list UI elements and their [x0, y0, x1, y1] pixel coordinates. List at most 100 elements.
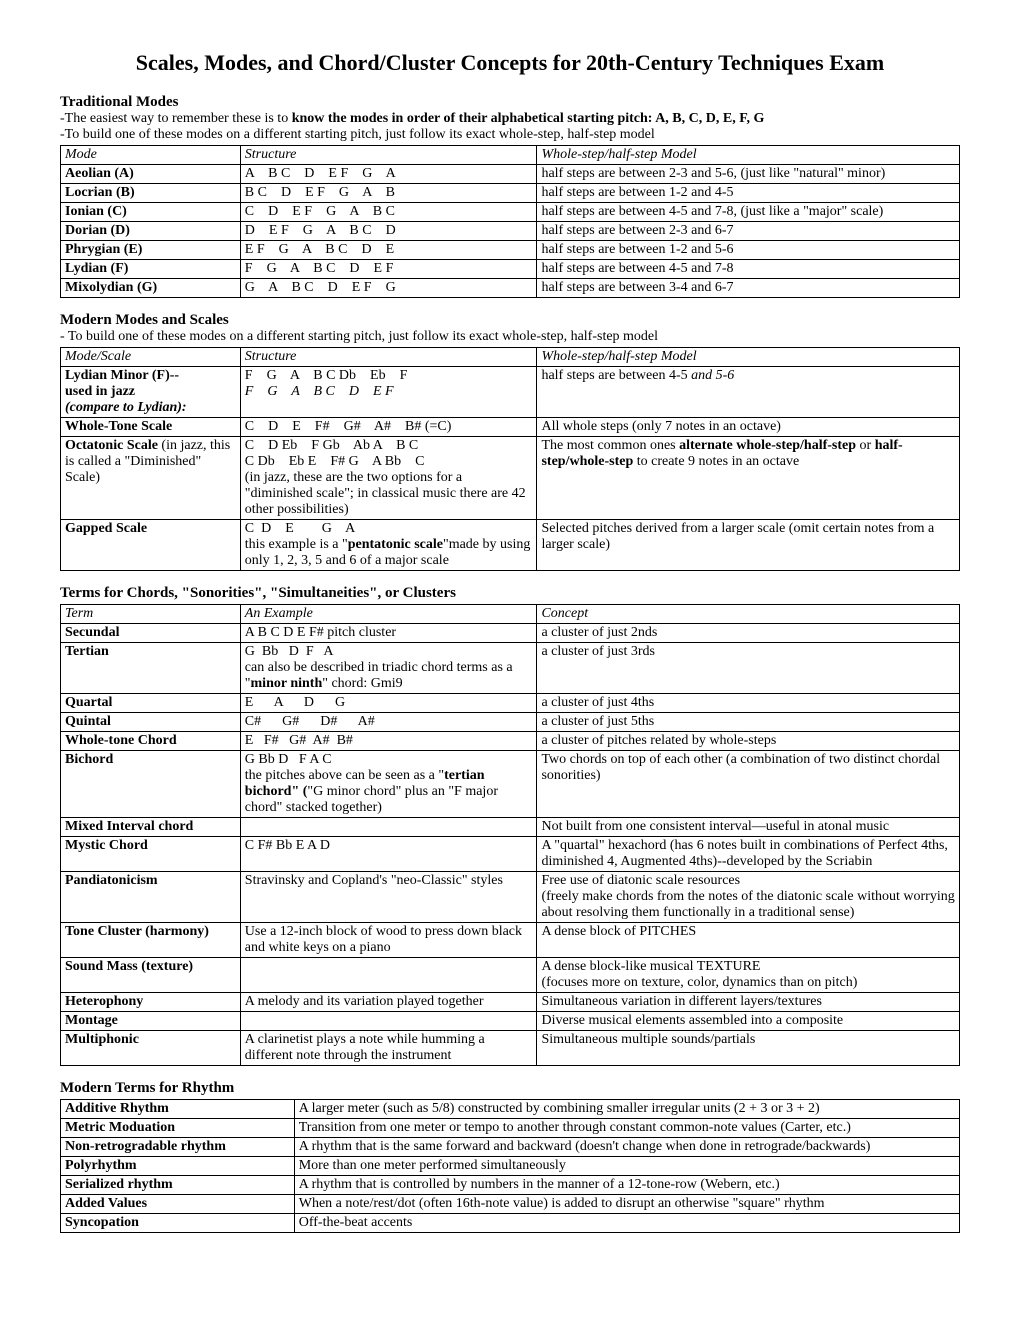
- example-cell: E A D G: [240, 694, 537, 713]
- label: G Bb D F A C: [245, 752, 332, 767]
- concept-cell: A dense block-like musical TEXTURE (focu…: [537, 958, 960, 993]
- example-cell: [240, 1012, 537, 1031]
- term-cell: Sound Mass (texture): [61, 958, 241, 993]
- label: to create 9 notes in an octave: [633, 454, 799, 469]
- desc-cell: Transition from one meter or tempo to an…: [294, 1119, 959, 1138]
- label: pentatonic scale: [348, 537, 443, 552]
- desc-cell: half steps are between 1-2 and 5-6: [537, 241, 960, 260]
- col-example: An Example: [240, 605, 537, 624]
- col-model: Whole-step/half-step Model: [537, 146, 960, 165]
- table-row: SecundalA B C D E F# pitch clustera clus…: [61, 624, 960, 643]
- label: F G A B C Db Eb F: [245, 368, 408, 383]
- col-structure: Structure: [240, 146, 537, 165]
- chords-heading: Terms for Chords, "Sonorities", "Simulta…: [60, 585, 960, 602]
- desc-cell: half steps are between 1-2 and 4-5: [537, 184, 960, 203]
- label: Octatonic Scale: [65, 438, 158, 453]
- label: C D E G A: [245, 521, 355, 536]
- desc-cell: The most common ones alternate whole-ste…: [537, 437, 960, 520]
- rhythm-heading: Modern Terms for Rhythm: [60, 1080, 960, 1097]
- label: C Db Eb E F# G A Bb C: [245, 454, 425, 469]
- modern-table: Mode/Scale Structure Whole-step/half-ste…: [60, 347, 960, 571]
- mode-cell: Gapped Scale: [61, 520, 241, 571]
- structure-cell: F G A B C Db Eb FF G A B C D E F: [240, 367, 537, 418]
- modern-heading: Modern Modes and Scales: [60, 312, 960, 329]
- table-row: Additive RhythmA larger meter (such as 5…: [61, 1100, 960, 1119]
- term-cell: Quartal: [61, 694, 241, 713]
- example-cell: C F# Bb E A D: [240, 837, 537, 872]
- table-row: Phrygian (E)E F G A B C D Ehalf steps ar…: [61, 241, 960, 260]
- example-cell: A melody and its variation played togeth…: [240, 993, 537, 1012]
- table-row: Whole-Tone ScaleC D E F# G# A# B# (=C)Al…: [61, 418, 960, 437]
- desc-cell: Selected pitches derived from a larger s…: [537, 520, 960, 571]
- concept-cell: a cluster of just 2nds: [537, 624, 960, 643]
- table-row: MontageDiverse musical elements assemble…: [61, 1012, 960, 1031]
- example-cell: [240, 818, 537, 837]
- example-cell: Use a 12-inch block of wood to press dow…: [240, 923, 537, 958]
- trad-note-1a: -The easiest way to remember these is to: [60, 111, 292, 126]
- desc-cell: All whole steps (only 7 notes in an octa…: [537, 418, 960, 437]
- mode-cell: Aeolian (A): [61, 165, 241, 184]
- table-row: Added ValuesWhen a note/rest/dot (often …: [61, 1195, 960, 1214]
- col-structure: Structure: [240, 348, 537, 367]
- structure-cell: C D E F# G# A# B# (=C): [240, 418, 537, 437]
- concept-cell: Simultaneous multiple sounds/partials: [537, 1031, 960, 1066]
- label: minor ninth: [251, 676, 323, 691]
- term-cell: Non-retrogradable rhythm: [61, 1138, 295, 1157]
- example-cell: [240, 958, 537, 993]
- table-row: Serialized rhythmA rhythm that is contro…: [61, 1176, 960, 1195]
- label: half steps are between 4-5: [541, 368, 691, 383]
- table-row: MultiphonicA clarinetist plays a note wh…: [61, 1031, 960, 1066]
- mode-cell: Whole-Tone Scale: [61, 418, 241, 437]
- label: and 5-6: [691, 368, 734, 383]
- concept-cell: Two chords on top of each other (a combi…: [537, 751, 960, 818]
- label: (in jazz, these are the two options for …: [245, 470, 526, 517]
- table-row: SyncopationOff-the-beat accents: [61, 1214, 960, 1233]
- desc-cell: half steps are between 2-3 and 5-6, (jus…: [537, 165, 960, 184]
- table-row: Sound Mass (texture) A dense block-like m…: [61, 958, 960, 993]
- table-row: Tone Cluster (harmony)Use a 12-inch bloc…: [61, 923, 960, 958]
- desc-cell: half steps are between 4-5 and 7-8: [537, 260, 960, 279]
- term-cell: Mixed Interval chord: [61, 818, 241, 837]
- table-row: Non-retrogradable rhythmA rhythm that is…: [61, 1138, 960, 1157]
- table-header-row: Mode/Scale Structure Whole-step/half-ste…: [61, 348, 960, 367]
- concept-cell: Not built from one consistent interval—u…: [537, 818, 960, 837]
- term-cell: Heterophony: [61, 993, 241, 1012]
- table-row: Bichord G Bb D F A Cthe pitches above ca…: [61, 751, 960, 818]
- page-title: Scales, Modes, and Chord/Cluster Concept…: [60, 50, 960, 76]
- structure-cell: C D E G Athis example is a "pentatonic s…: [240, 520, 537, 571]
- term-cell: Tone Cluster (harmony): [61, 923, 241, 958]
- table-row: QuartalE A D Ga cluster of just 4ths: [61, 694, 960, 713]
- desc-cell: half steps are between 2-3 and 6-7: [537, 222, 960, 241]
- mode-cell: Locrian (B): [61, 184, 241, 203]
- table-row: Mystic ChordC F# Bb E A DA "quartal" hex…: [61, 837, 960, 872]
- structure-cell: F G A B C D E F: [240, 260, 537, 279]
- desc-cell: A rhythm that is controlled by numbers i…: [294, 1176, 959, 1195]
- desc-cell: half steps are between 3-4 and 6-7: [537, 279, 960, 298]
- mode-cell: Octatonic Scale (in jazz, this is called…: [61, 437, 241, 520]
- mode-cell: Dorian (D): [61, 222, 241, 241]
- desc-cell: half steps are between 4-5 and 7-8, (jus…: [537, 203, 960, 222]
- table-row: Locrian (B)B C D E F G A Bhalf steps are…: [61, 184, 960, 203]
- concept-cell: a cluster of just 5ths: [537, 713, 960, 732]
- mode-cell: Phrygian (E): [61, 241, 241, 260]
- table-row: Ionian (C)C D E F G A B Chalf steps are …: [61, 203, 960, 222]
- desc-cell: A rhythm that is the same forward and ba…: [294, 1138, 959, 1157]
- example-cell: E F# G# A# B#: [240, 732, 537, 751]
- table-row: Lydian Minor (F)--used in jazz(compare t…: [61, 367, 960, 418]
- label: The most common ones: [541, 438, 679, 453]
- concept-cell: Simultaneous variation in different laye…: [537, 993, 960, 1012]
- trad-heading: Traditional Modes: [60, 94, 960, 111]
- label: the pitches above can be seen as a ": [245, 768, 444, 783]
- table-row: Mixed Interval chord Not built from one c…: [61, 818, 960, 837]
- desc-cell: When a note/rest/dot (often 16th-note va…: [294, 1195, 959, 1214]
- label: or: [856, 438, 875, 453]
- example-cell: A clarinetist plays a note while humming…: [240, 1031, 537, 1066]
- label: (compare to Lydian):: [65, 400, 187, 415]
- term-cell: Syncopation: [61, 1214, 295, 1233]
- structure-cell: C D E F G A B C: [240, 203, 537, 222]
- example-cell: Stravinsky and Copland's "neo-Classic" s…: [240, 872, 537, 923]
- label: C D Eb F Gb Ab A B C: [245, 438, 418, 453]
- mode-cell: Lydian Minor (F)--used in jazz(compare t…: [61, 367, 241, 418]
- trad-note-1b: know the modes in order of their alphabe…: [292, 111, 765, 126]
- example-cell: G Bb D F A Cthe pitches above can be see…: [240, 751, 537, 818]
